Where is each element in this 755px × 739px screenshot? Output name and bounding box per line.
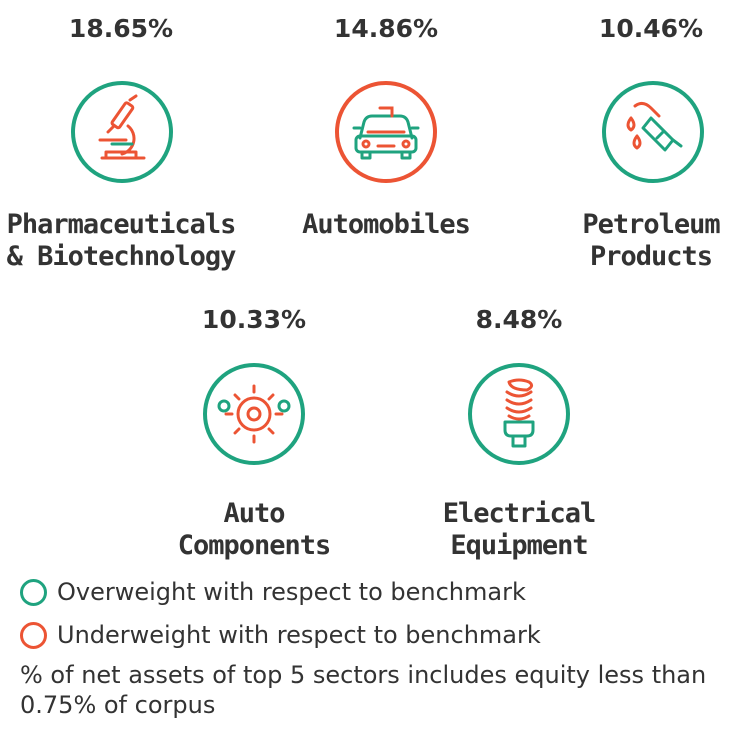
legend-underweight-label: Underweight with respect to benchmark [57,621,541,649]
overweight-circle-icon [20,578,47,606]
sector-3-name-line-1: Petroleum [582,209,720,240]
sector-1-name-line-2: & Biotechnology [6,241,237,272]
sector-5-name: Electrical Equipment [369,498,669,562]
sector-2-name: Automobiles [236,209,536,241]
legend-underweight: Underweight with respect to benchmark [20,621,541,649]
sector-1-name: Pharmaceuticals & Biotechnology [0,209,271,273]
bulb-icon [468,363,570,465]
sector-5-percent: 8.48% [475,305,563,334]
car-icon [335,81,437,183]
sector-4-name-line-1: Auto [223,498,285,529]
gears-icon [203,363,305,465]
sector-4-name-line-2: Components [177,530,332,561]
sector-3-percent: 10.46% [598,14,704,43]
fuel-nozzle-icon [602,81,704,183]
sector-3-name-line-2: Products [589,241,713,272]
underweight-circle-icon [20,621,47,649]
footnote: % of net assets of top 5 sectors include… [20,661,707,719]
legend-overweight: Overweight with respect to benchmark [20,578,526,606]
sector-3-name: Petroleum Products [501,209,755,273]
legend-overweight-label: Overweight with respect to benchmark [57,578,526,606]
sector-1-percent: 18.65% [68,14,174,43]
sector-2-percent: 14.86% [333,14,439,43]
sector-5-name-line-2: Equipment [450,530,588,561]
sector-4-name: Auto Components [104,498,404,562]
sector-4-percent: 10.33% [201,305,307,334]
sector-1-name-line-1: Pharmaceuticals [6,209,237,240]
sector-2-name-line-1: Automobiles [302,209,471,240]
microscope-icon [71,81,173,183]
sector-5-name-line-1: Electrical [442,498,597,529]
